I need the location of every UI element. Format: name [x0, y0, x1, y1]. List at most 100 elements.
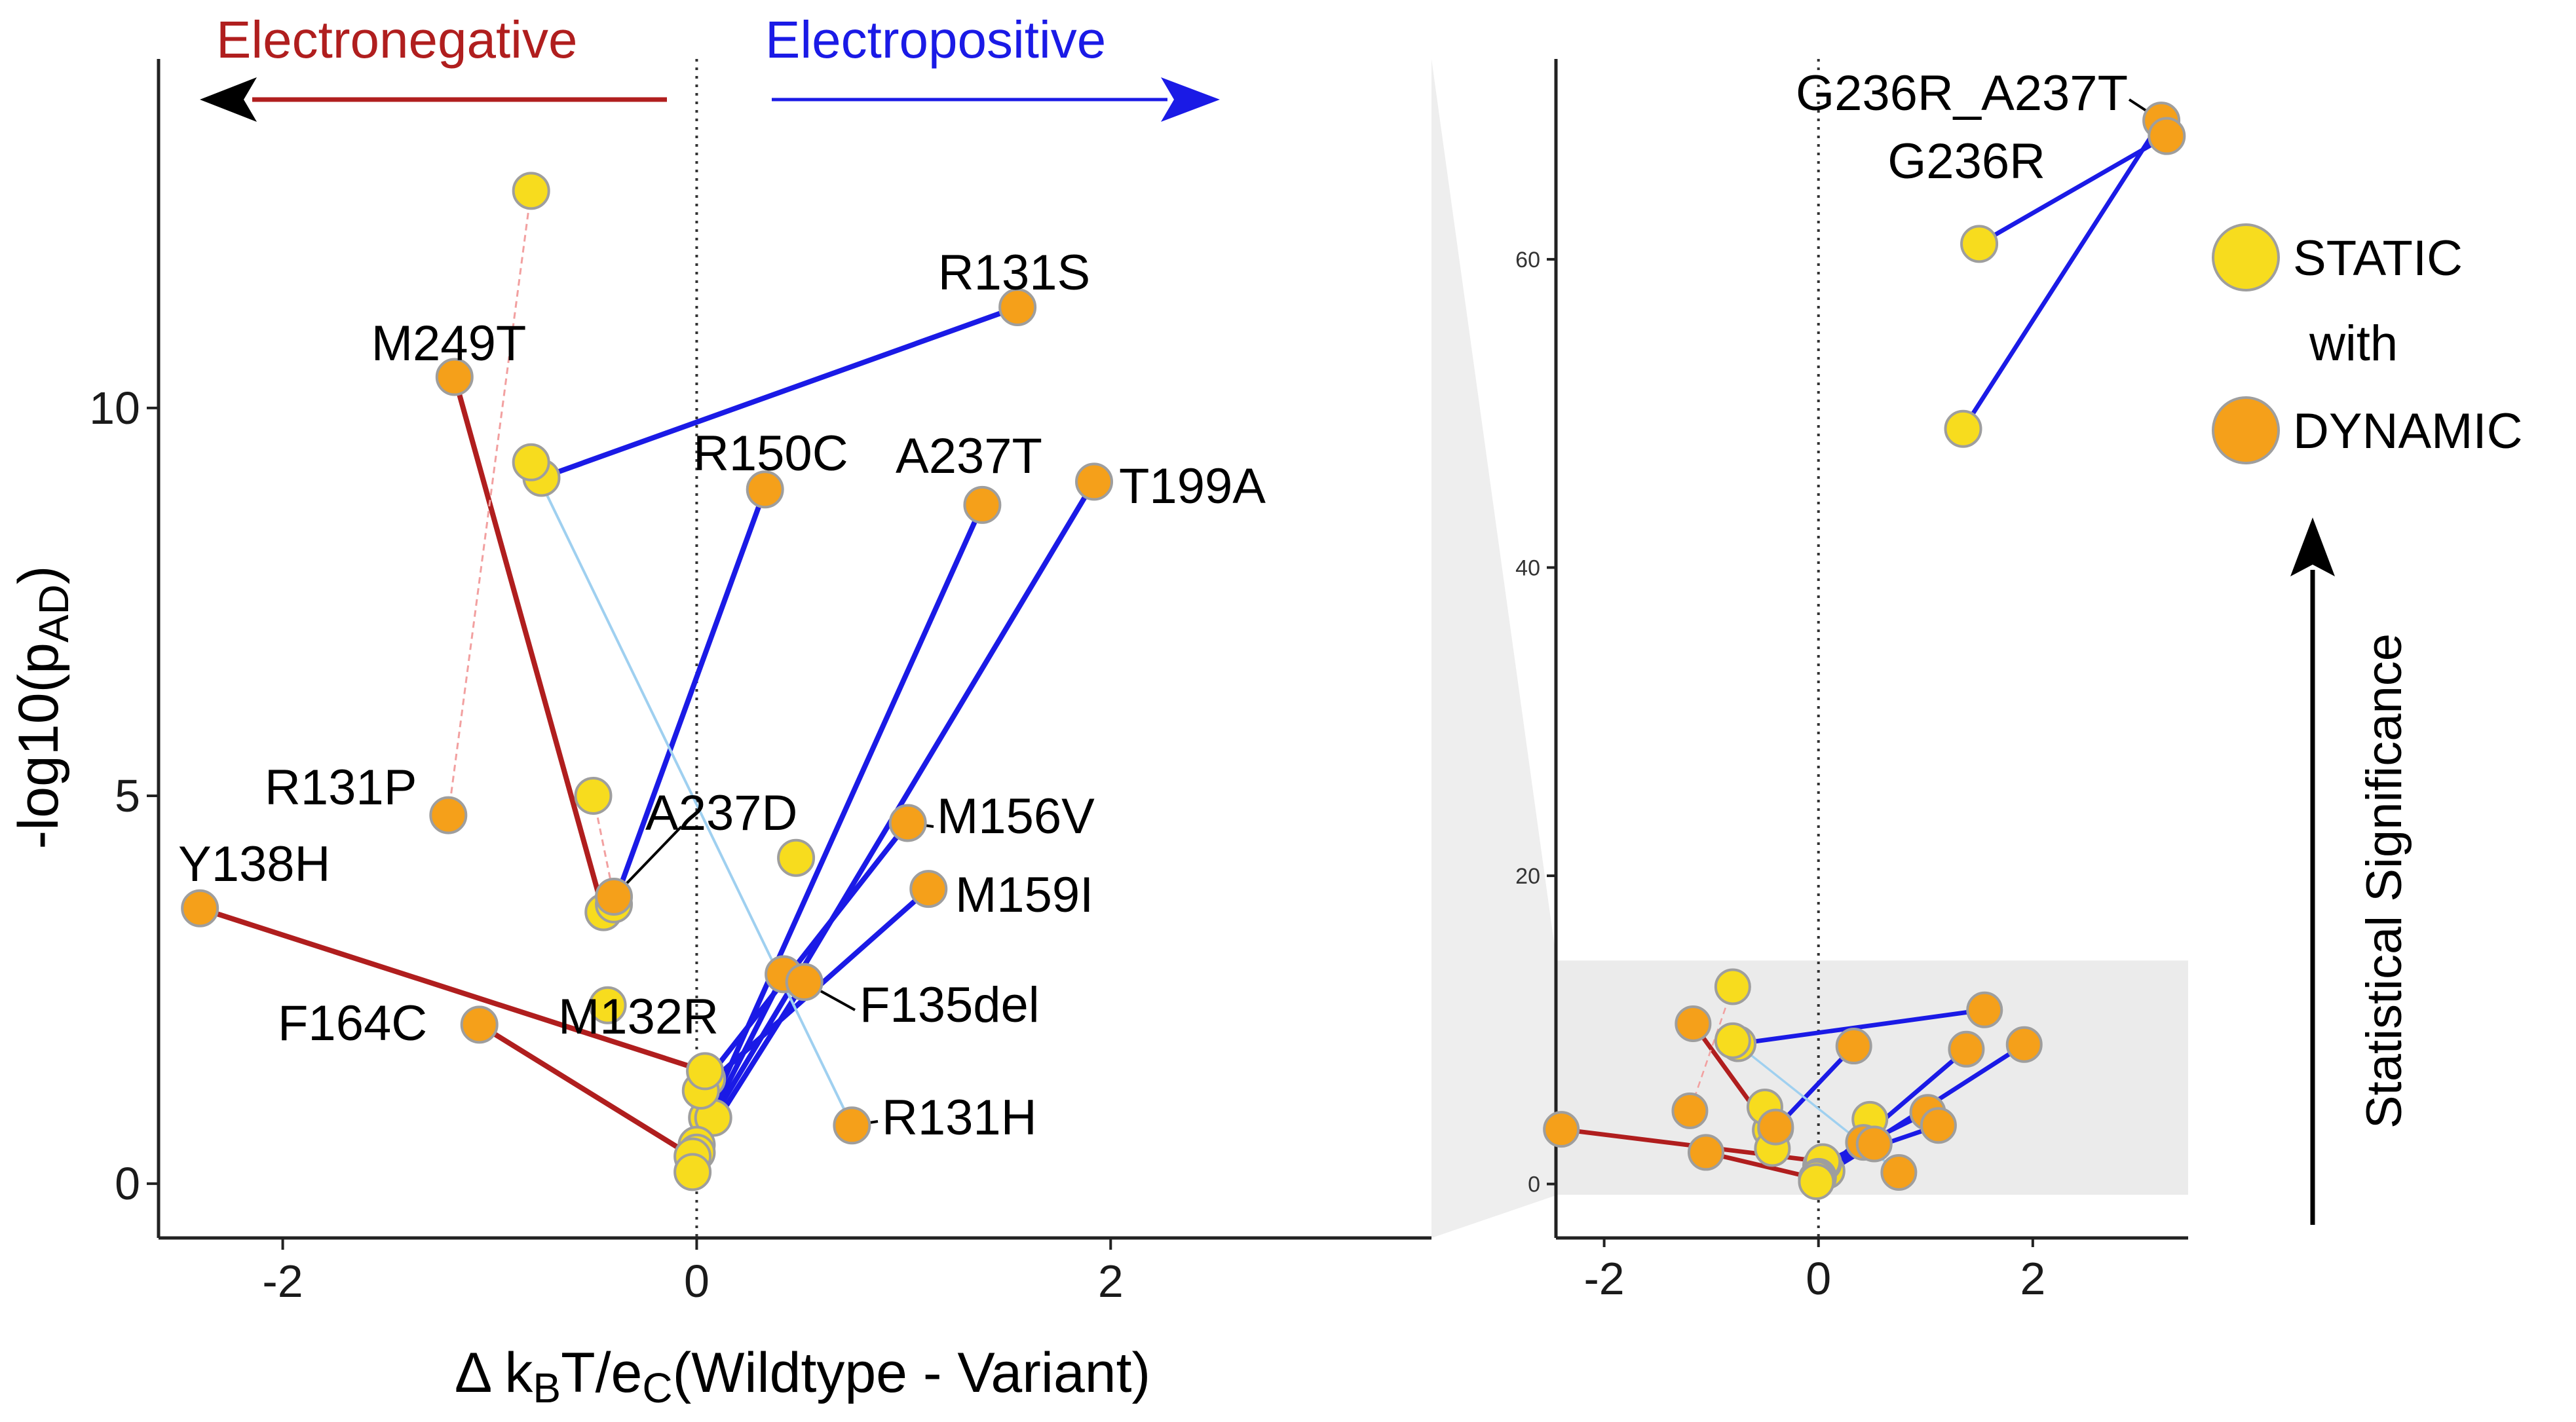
connector-G236R_A237T [1961, 119, 2163, 430]
legend-static-label: STATIC [2293, 231, 2463, 286]
connector-A237T [704, 504, 985, 1119]
main-dynamic-points [181, 288, 1114, 1145]
y-tick-label: 40 [1515, 555, 1540, 580]
label-R131H: R131H [882, 1090, 1037, 1146]
electropositive-arrow-head [1161, 77, 1220, 122]
connector-T199A [711, 480, 1097, 1119]
connector-G236R [1978, 134, 2168, 246]
label-M159I: M159I [955, 867, 1093, 923]
label-F135del: F135del [860, 977, 1040, 1033]
dynamic-point-A237T [1948, 1030, 1985, 1068]
dynamic-point-M249T [1675, 1005, 1712, 1042]
y-tick-label: 60 [1515, 248, 1540, 272]
dynamic-point-Y138H [1543, 1111, 1580, 1148]
main-y-axis-title: -log10(pAD) [7, 565, 77, 849]
dynamic-point-F164C [1687, 1134, 1724, 1171]
dynamic-point-M156V [888, 804, 927, 842]
dynamic-point-G236R [2148, 117, 2186, 155]
label-F164C: F164C [278, 996, 427, 1051]
connector-F164C [1705, 1150, 1817, 1181]
dynamic-point-Y138H [181, 889, 219, 927]
static-point-A237D [574, 777, 613, 815]
connector-Y138H [199, 905, 706, 1074]
electronegative-label: Electronegative [216, 10, 577, 69]
y-tick-label: 0 [1528, 1172, 1540, 1197]
dynamic-point-R131S [1966, 991, 2003, 1028]
x-tick-label: -2 [1583, 1253, 1624, 1304]
dynamic-point-R150C [1835, 1028, 1872, 1065]
main-connector-lines [199, 191, 1097, 1159]
significance-label: Statistical Significance [2357, 633, 2412, 1129]
y-tick-label: 5 [115, 770, 140, 821]
static-point-extra-2 [1798, 1163, 1835, 1201]
inset-dynamic-points [1543, 102, 2186, 1191]
electronegative-arrow-head [200, 77, 257, 122]
significance-indicator: Statistical Significance [2290, 517, 2412, 1225]
main-panel: -2 0 2 0 5 10 R131S M249T R150C A237T T199A R131P A… [7, 10, 1431, 1412]
connector-R131S [540, 305, 1019, 481]
main-point-labels: R131S M249T R150C A237T T199A R131P A237D M156V… [178, 245, 1266, 1146]
dynamic-point-M159I [1920, 1107, 1957, 1144]
label-R150C: R150C [693, 426, 848, 481]
legend-dynamic-swatch [2212, 396, 2280, 464]
main-axis-ticks: -2 0 2 0 5 10 [89, 383, 1124, 1307]
x-tick-label: 0 [1806, 1253, 1831, 1304]
dynamic-point-R131H [833, 1106, 871, 1145]
dynamic-point-A237T [963, 485, 1002, 524]
connector-M156V [705, 821, 910, 1081]
label-A237D: A237D [645, 785, 797, 841]
legend: STATIC with DYNAMIC [2212, 223, 2522, 464]
dynamic-point-F135del [785, 963, 824, 1001]
label-A237T: A237T [896, 428, 1042, 484]
dynamic-point-T199A [1075, 462, 1114, 501]
y-tick-label: 10 [89, 383, 140, 434]
dynamic-point-A237D [1757, 1108, 1794, 1146]
main-x-axis-title: Δ kBT/eC(Wildtype - Variant) [455, 1341, 1150, 1412]
electropositive-label: Electropositive [765, 10, 1106, 69]
label-R131S: R131S [938, 245, 1090, 301]
x-tick-label: 2 [2020, 1253, 2045, 1304]
x-tick-label: -2 [262, 1256, 303, 1307]
label-M132R: M132R [558, 989, 719, 1045]
label-M249T: M249T [371, 316, 527, 371]
static-point-extra-0 [777, 838, 816, 877]
static-point-extra-2 [673, 1153, 712, 1191]
connector-R150C [611, 488, 768, 906]
y-tick-label: 0 [115, 1158, 140, 1209]
connector-R131P [447, 191, 533, 815]
static-point-G236R_A237T [1944, 409, 1982, 448]
x-tick-label: 2 [1098, 1256, 1124, 1307]
connector-M249T [451, 376, 607, 913]
legend-with-label: with [2309, 316, 2398, 371]
dynamic-point-R131P [1671, 1092, 1709, 1129]
label-G236R_A237T: G236R_A237T [1796, 65, 2128, 121]
static-point-extra-1 [588, 986, 627, 1024]
dynamic-point-M159I [909, 870, 948, 908]
label-G236R: G236R [1887, 134, 2045, 189]
connector-R131S [1737, 1007, 1985, 1046]
legend-dynamic-label: DYNAMIC [2293, 403, 2522, 459]
label-Y138H: Y138H [178, 836, 330, 892]
dynamic-point-M249T [435, 358, 474, 396]
static-point-R131P [1714, 968, 1751, 1005]
dynamic-point-T199A [2005, 1026, 2043, 1063]
dynamic-point-R131S [998, 288, 1037, 326]
static-point-G236R [1960, 225, 1999, 263]
dynamic-point-A237D [595, 877, 634, 916]
connector-F164C [478, 1022, 694, 1159]
x-tick-label: 0 [684, 1256, 710, 1307]
static-point-Y138H [686, 1052, 725, 1091]
label-M156V: M156V [937, 789, 1095, 844]
dynamic-point-R150C [746, 470, 784, 509]
label-R131P: R131P [265, 760, 417, 815]
static-point-R131H [512, 443, 550, 481]
dynamic-point-F135del [1855, 1125, 1893, 1163]
static-point-R131H [1714, 1022, 1751, 1059]
zoom-wedge [1431, 59, 1556, 1238]
dynamic-point-F164C [460, 1005, 499, 1044]
y-tick-label: 20 [1515, 864, 1540, 889]
dynamic-point-R131P [429, 796, 468, 834]
